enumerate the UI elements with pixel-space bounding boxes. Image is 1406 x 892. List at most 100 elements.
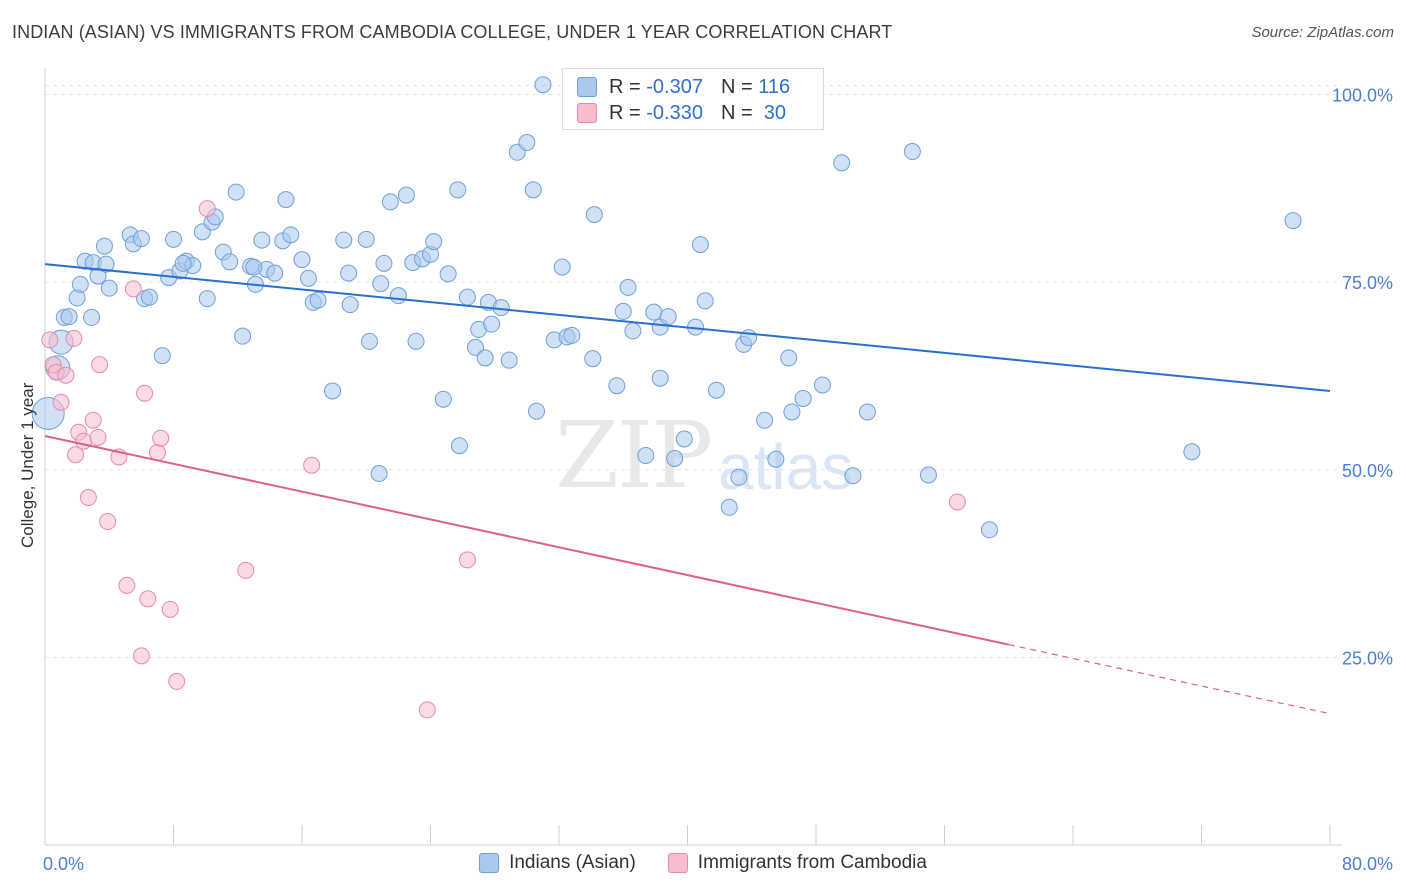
point-indians [720, 498, 738, 516]
legend-item-indians[interactable]: Indians (Asian) [479, 852, 636, 874]
point-cambodia [57, 366, 75, 384]
point-indians [89, 267, 107, 285]
legend-n-value-cambodia: 30 [763, 101, 787, 124]
point-indians [534, 76, 552, 94]
point-cambodia [237, 561, 255, 579]
legend-swatch-pink [577, 103, 597, 123]
point-cambodia [65, 329, 83, 347]
x-tick-label-min: 0.0% [43, 854, 84, 874]
point-indians [340, 264, 358, 282]
x-tick-label-max: 80.0% [1342, 854, 1393, 874]
point-indians [608, 377, 626, 395]
point-indians [730, 468, 748, 486]
point-cambodia [136, 384, 154, 402]
legend-item-cambodia[interactable]: Immigrants from Cambodia [667, 852, 927, 874]
legend-swatch-blue [479, 853, 500, 873]
point-indians [227, 183, 245, 201]
watermark-atlas: atlas [718, 431, 854, 503]
legend-swatch-blue [577, 77, 597, 97]
point-indians [174, 254, 192, 272]
point-indians [234, 327, 252, 345]
point-indians [253, 231, 271, 249]
point-cambodia [168, 672, 186, 690]
point-indians [696, 292, 714, 310]
point-cambodia [84, 411, 102, 429]
point-indians [1183, 443, 1201, 461]
point-cambodia [161, 600, 179, 618]
point-indians [483, 315, 501, 333]
point-indians [309, 291, 327, 309]
point-indians [794, 389, 812, 407]
point-indians [553, 258, 571, 276]
point-cambodia [91, 356, 109, 374]
point-cambodia [458, 551, 476, 569]
point-indians [666, 449, 684, 467]
point-indians [637, 446, 655, 464]
point-indians [341, 296, 359, 314]
point-indians [153, 347, 171, 365]
watermark-zip: ZIP [555, 402, 713, 509]
point-cambodia [41, 331, 59, 349]
trendline-indians [44, 263, 1331, 392]
point-indians [83, 308, 101, 326]
point-cambodia [139, 590, 157, 608]
point-indians [624, 322, 642, 340]
series-legend: Indians (Asian) Immigrants from Cambodia [0, 852, 1406, 874]
point-cambodia [124, 280, 142, 298]
point-indians [450, 437, 468, 455]
point-indians [449, 181, 467, 199]
point-indians [903, 143, 921, 161]
point-indians [675, 430, 693, 448]
point-cambodia [152, 429, 170, 447]
point-indians [335, 231, 353, 249]
point-indians [691, 236, 709, 254]
point-indians [439, 265, 457, 283]
point-indians [397, 186, 415, 204]
point-indians [71, 275, 89, 293]
point-indians [585, 206, 603, 224]
point-cambodia [303, 456, 321, 474]
point-indians [919, 466, 937, 484]
point-indians [198, 290, 216, 308]
point-indians [651, 369, 669, 387]
point-indians [372, 275, 390, 293]
y-tick-label: 50.0% [1342, 461, 1393, 481]
point-indians [858, 403, 876, 421]
legend-label-cambodia: Immigrants from Cambodia [697, 852, 927, 873]
point-indians [524, 181, 542, 199]
legend-row-cambodia: R = -0.330 N = 30 [577, 101, 786, 125]
point-indians [780, 349, 798, 367]
point-indians [266, 264, 284, 282]
point-indians [500, 351, 518, 369]
point-indians [245, 258, 263, 276]
point-indians [140, 288, 158, 306]
point-indians [980, 521, 998, 539]
point-indians [132, 230, 150, 248]
point-indians [783, 403, 801, 421]
point-indians [299, 269, 317, 287]
point-indians [476, 349, 494, 367]
point-indians [324, 382, 342, 400]
source-label: Source: ZipAtlas.com [1251, 24, 1394, 41]
point-cambodia [118, 576, 136, 594]
point-indians [528, 402, 546, 420]
point-cambodia [198, 200, 216, 218]
point-indians [370, 465, 388, 483]
legend-r-value-cambodia: -0.330 [646, 101, 703, 124]
point-cambodia [99, 513, 117, 531]
trendline-cambodia-extension [1008, 644, 1331, 715]
point-indians [844, 467, 862, 485]
y-tick-label: 75.0% [1342, 273, 1393, 293]
point-indians [60, 308, 78, 326]
point-indians [293, 251, 311, 269]
legend-r-value-indians: -0.307 [646, 75, 703, 98]
point-indians [518, 134, 536, 152]
point-indians [1284, 212, 1302, 230]
legend-n-value-indians: 116 [758, 75, 791, 98]
point-cambodia [132, 647, 150, 665]
point-indians [277, 191, 295, 209]
point-indians [614, 302, 632, 320]
point-cambodia [89, 428, 107, 446]
point-indians [833, 154, 851, 172]
